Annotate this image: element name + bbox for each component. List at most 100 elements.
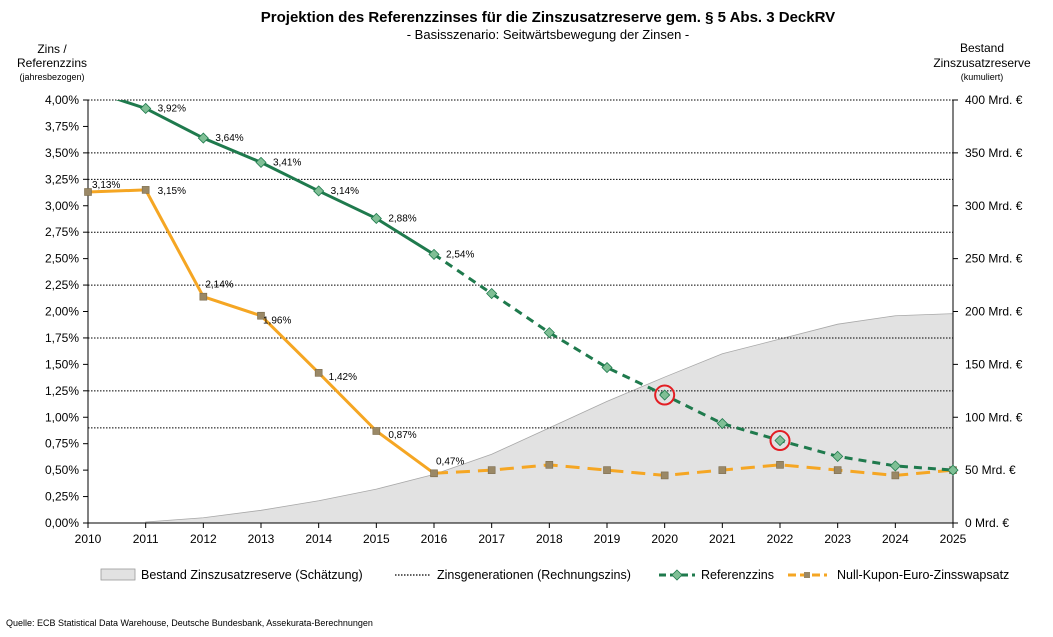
x-tick-label: 2019 <box>594 532 621 546</box>
swapsatz-point-2015 <box>372 427 381 435</box>
swapsatz-label-2016: 0,47% <box>436 456 464 467</box>
swapsatz-point-2011 <box>141 186 150 194</box>
x-tick-label: 2012 <box>190 532 217 546</box>
source-note: Quelle: ECB Statistical Data Warehouse, … <box>6 618 373 628</box>
referenzzins-label-2012: 3,64% <box>215 133 243 144</box>
referenzzins-point-2019 <box>601 361 613 374</box>
swapsatz-point-2013 <box>257 311 265 320</box>
y-right-tick-label: 50 Mrd. € <box>965 463 1016 477</box>
referenzzins-point-2018 <box>543 327 555 339</box>
y-left-tick-label: 3,50% <box>45 146 79 160</box>
referenzzins-point-2015 <box>370 212 382 225</box>
y-right-tick-label: 0 Mrd. € <box>965 516 1009 530</box>
swapsatz-label-2012: 2,14% <box>205 280 233 291</box>
y-left-tick-label: 2,50% <box>45 252 79 266</box>
right-axis-title-line1: Bestand <box>960 41 1004 55</box>
referenzzins-label-2015: 2,88% <box>388 213 416 224</box>
referenzzins-label-2011: 3,92% <box>158 103 186 114</box>
y-right-tick-label: 350 Mrd. € <box>965 146 1023 160</box>
referenzzins-point-2025 <box>947 464 959 476</box>
x-tick-label: 2016 <box>421 532 448 546</box>
referenzzins-label-2016: 2,54% <box>446 249 474 260</box>
highlight-circle-2022 <box>769 430 791 452</box>
swapsatz-label-2014: 1,42% <box>329 372 357 383</box>
x-tick-label: 2022 <box>767 532 794 546</box>
x-tick-label: 2017 <box>478 532 505 546</box>
y-left-tick-label: 1,25% <box>45 384 79 398</box>
y-left-tick-label: 2,75% <box>45 225 79 239</box>
referenzzins-point-2011 <box>140 102 152 115</box>
referenzzins-line-projection <box>433 253 954 472</box>
swapsatz-point-2019 <box>603 466 611 474</box>
swapsatz-label-2011: 3,15% <box>158 186 186 197</box>
x-tick-label: 2010 <box>75 532 102 546</box>
chart-subtitle: - Basisszenario: Seitwärtsbewegung der Z… <box>407 27 690 42</box>
y-left-tick-label: 2,25% <box>45 278 79 292</box>
swapsatz-label-2015: 0,87% <box>388 430 416 441</box>
x-tick-label: 2018 <box>536 532 563 546</box>
right-axis-title-line2: Zinszusatzreserve <box>933 56 1031 70</box>
x-tick-label: 2025 <box>940 532 967 546</box>
swapsatz-point-2010 <box>84 188 92 196</box>
legend-marker-swapsatz <box>804 572 810 578</box>
referenzzins-point-2020 <box>659 389 671 401</box>
swapsatz-point-2024 <box>891 471 900 480</box>
swapsatz-point-2012 <box>199 292 208 301</box>
swapsatz-point-2022 <box>776 461 784 469</box>
y-right-tick-label: 300 Mrd. € <box>965 199 1023 213</box>
area-bestand-zinszusatzreserve <box>145 313 954 524</box>
y-left-tick-label: 1,00% <box>45 410 79 424</box>
swapsatz-label-2013: 1,96% <box>263 316 291 327</box>
y-left-tick-label: 1,75% <box>45 331 79 345</box>
y-right-tick-label: 100 Mrd. € <box>965 410 1023 424</box>
y-left-tick-label: 3,25% <box>45 172 79 186</box>
swapsatz-point-2017 <box>487 466 496 474</box>
left-axis-subtitle: (jahresbezogen) <box>19 72 84 82</box>
referenzzins-point-2016 <box>428 248 440 260</box>
x-tick-label: 2023 <box>824 532 851 546</box>
x-tick-label: 2015 <box>363 532 390 546</box>
left-axis-title-line2: Referenzzins <box>17 56 87 70</box>
referenzzins-point-2014 <box>313 185 325 197</box>
y-left-tick-label: 0,50% <box>45 463 79 477</box>
referenzzins-point-2012 <box>197 132 209 144</box>
referenzzins-label-2013: 3,41% <box>273 157 301 168</box>
swapsatz-point-2018 <box>545 461 554 469</box>
y-left-tick-label: 3,00% <box>45 199 79 213</box>
swapsatz-point-2016 <box>430 469 438 478</box>
legend-label-hline: Zinsgenerationen (Rechnungszins) <box>437 568 631 582</box>
x-tick-label: 2024 <box>882 532 909 546</box>
referenzzins-point-2017 <box>486 287 498 300</box>
y-left-tick-label: 0,25% <box>45 490 79 504</box>
referenzzins-line-historic <box>115 100 435 256</box>
y-right-tick-label: 150 Mrd. € <box>965 357 1023 371</box>
y-left-tick-label: 2,00% <box>45 305 79 319</box>
y-left-tick-label: 0,00% <box>45 516 79 530</box>
y-left-tick-label: 1,50% <box>45 357 79 371</box>
legend-label-referenzzins: Referenzzins <box>701 568 774 582</box>
x-tick-label: 2014 <box>305 532 332 546</box>
referenzzins-point-2022 <box>774 434 786 447</box>
left-axis-title-line1: Zins / <box>37 42 67 56</box>
legend-label-area: Bestand Zinszusatzreserve (Schätzung) <box>141 568 363 582</box>
swapsatz-point-2020 <box>660 471 669 480</box>
legend-label-swapsatz: Null-Kupon-Euro-Zinsswapsatz <box>837 568 1009 582</box>
chart-title: Projektion des Referenzzinses für die Zi… <box>261 9 835 26</box>
y-left-tick-label: 4,00% <box>45 93 79 107</box>
y-right-tick-label: 200 Mrd. € <box>965 305 1023 319</box>
x-tick-label: 2021 <box>709 532 736 546</box>
swapsatz-point-2021 <box>718 466 727 474</box>
legend-marker-referenzzins <box>671 569 683 581</box>
referenzzins-label-2014: 3,14% <box>331 186 359 197</box>
x-tick-label: 2020 <box>651 532 678 546</box>
swapsatz-point-2023 <box>833 466 842 474</box>
referenzzins-point-2023 <box>832 450 844 462</box>
x-tick-label: 2013 <box>248 532 275 546</box>
swapsatz-point-2014 <box>314 369 323 377</box>
y-right-tick-label: 250 Mrd. € <box>965 252 1023 266</box>
legend-swatch-area <box>100 568 136 581</box>
y-right-tick-label: 400 Mrd. € <box>965 93 1023 107</box>
plot-area: 0,00% 0,25% 0,50% 0,75% 1,00% 1,25% 1,50% 1,75%… <box>45 93 1023 546</box>
referenzzins-point-2013 <box>255 156 267 168</box>
